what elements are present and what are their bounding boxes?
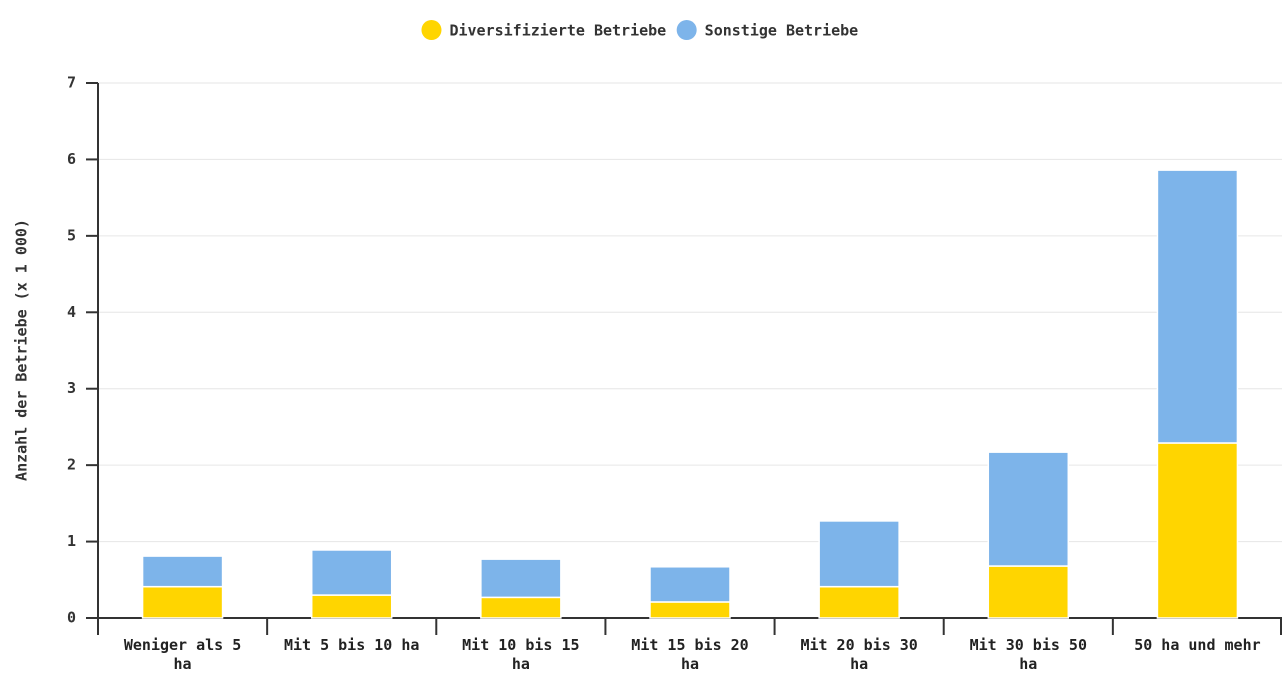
bar-segment [818,585,900,619]
bar-segment [480,596,562,619]
x-tick-label: Mit 30 bis 50 ha [969,636,1087,673]
y-tick-label: 0 [67,609,76,627]
y-tick-label: 3 [67,379,76,397]
bar-segment [987,565,1070,619]
x-tick-label: 50 ha und mehr [1134,636,1261,654]
bar-segment [141,585,224,619]
bar-segment [649,601,731,619]
x-tick-label: Mit 10 bis 15 ha [462,636,580,673]
legend-marker [676,20,697,40]
bar-segment [310,594,393,619]
bar-segment [1156,169,1239,444]
x-tick-label: Mit 20 bis 30 ha [800,636,918,673]
y-axis-label: Anzahl der Betriebe (x 1 000) [13,219,31,481]
y-tick-label: 1 [67,532,76,550]
x-tick-label: Mit 15 bis 20 ha [631,636,749,673]
bar-segment [480,558,562,599]
bar-segment [141,555,224,588]
bar-segment [649,566,731,603]
y-tick-label: 6 [67,150,76,168]
y-tick-label: 7 [67,74,76,92]
x-tick-label: Mit 5 bis 10 ha [283,636,420,654]
y-tick-label: 2 [67,456,76,474]
y-tick-label: 4 [67,303,76,321]
legend-label: Diversifizierte Betriebe [449,22,666,40]
legend-marker [421,20,442,40]
legend-label: Sonstige Betriebe [705,22,859,40]
bar-segment [818,520,900,588]
bar-segment [1156,442,1239,619]
bar-segment [987,451,1070,567]
y-tick-label: 5 [67,226,76,244]
x-tick-label: Weniger als 5 ha [123,636,242,673]
bar-segment [310,549,393,596]
